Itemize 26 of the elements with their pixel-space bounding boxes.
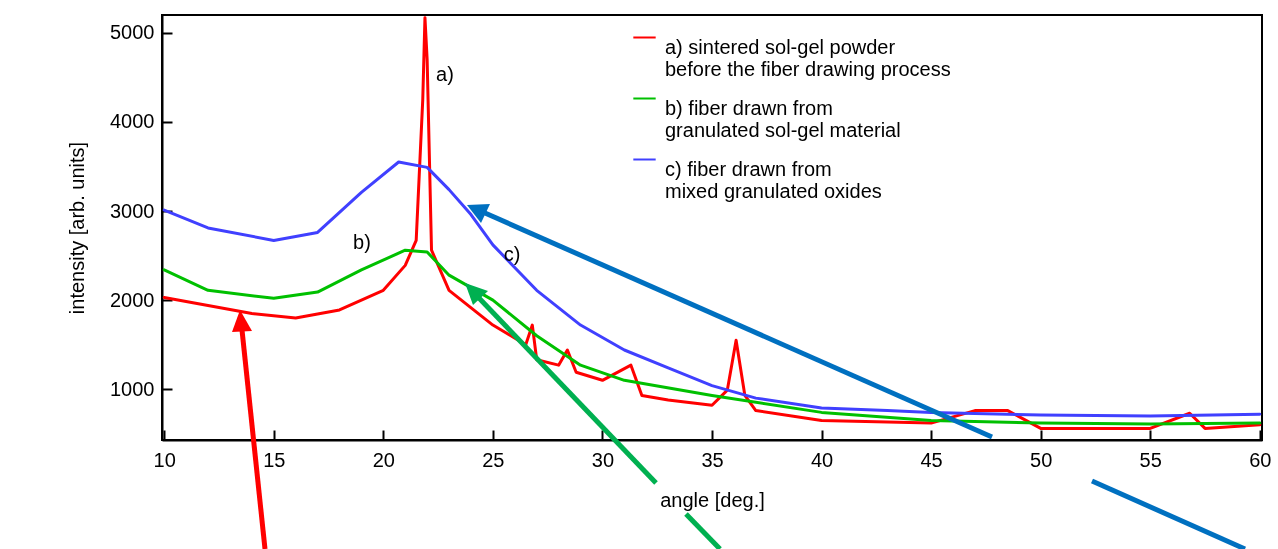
line-series <box>162 160 1262 418</box>
x-tick-label: 20 <box>372 448 395 471</box>
x-tick-label: 15 <box>263 448 286 471</box>
x-tick-label: 45 <box>920 448 943 471</box>
y-tick-label: 5000 <box>110 21 155 44</box>
y-axis-title: intensity [arb. units] <box>66 141 89 315</box>
y-tick-label: 3000 <box>110 199 155 222</box>
y-tick-label: 1000 <box>110 377 155 400</box>
x-tick-label: 55 <box>1139 448 1162 471</box>
x-tick-label: 30 <box>591 448 615 471</box>
x-tick-label: 10 <box>153 448 176 471</box>
y-tick-label: 2000 <box>110 288 155 311</box>
x-axis-title: angle [deg.] <box>660 488 765 511</box>
x-tick-label: 25 <box>482 448 505 471</box>
annotation: a) <box>436 63 454 85</box>
annotation: b) <box>353 231 371 253</box>
x-tick-label: 60 <box>1249 448 1272 471</box>
x-tick-label: 50 <box>1030 448 1053 471</box>
annotation: c) <box>503 243 521 265</box>
y-tick-label: 4000 <box>110 110 155 133</box>
legend-label: a) sintered sol-gel powder before the fiber drawing process <box>665 35 951 80</box>
x-tick-label: 35 <box>701 448 724 471</box>
legend-label: b) fiber drawn from granulated sol-gel material <box>665 96 901 141</box>
x-tick-label: 40 <box>810 448 834 471</box>
line-series <box>162 16 1262 430</box>
legend-label: c) fiber drawn from mixed granulated oxides <box>665 157 882 202</box>
